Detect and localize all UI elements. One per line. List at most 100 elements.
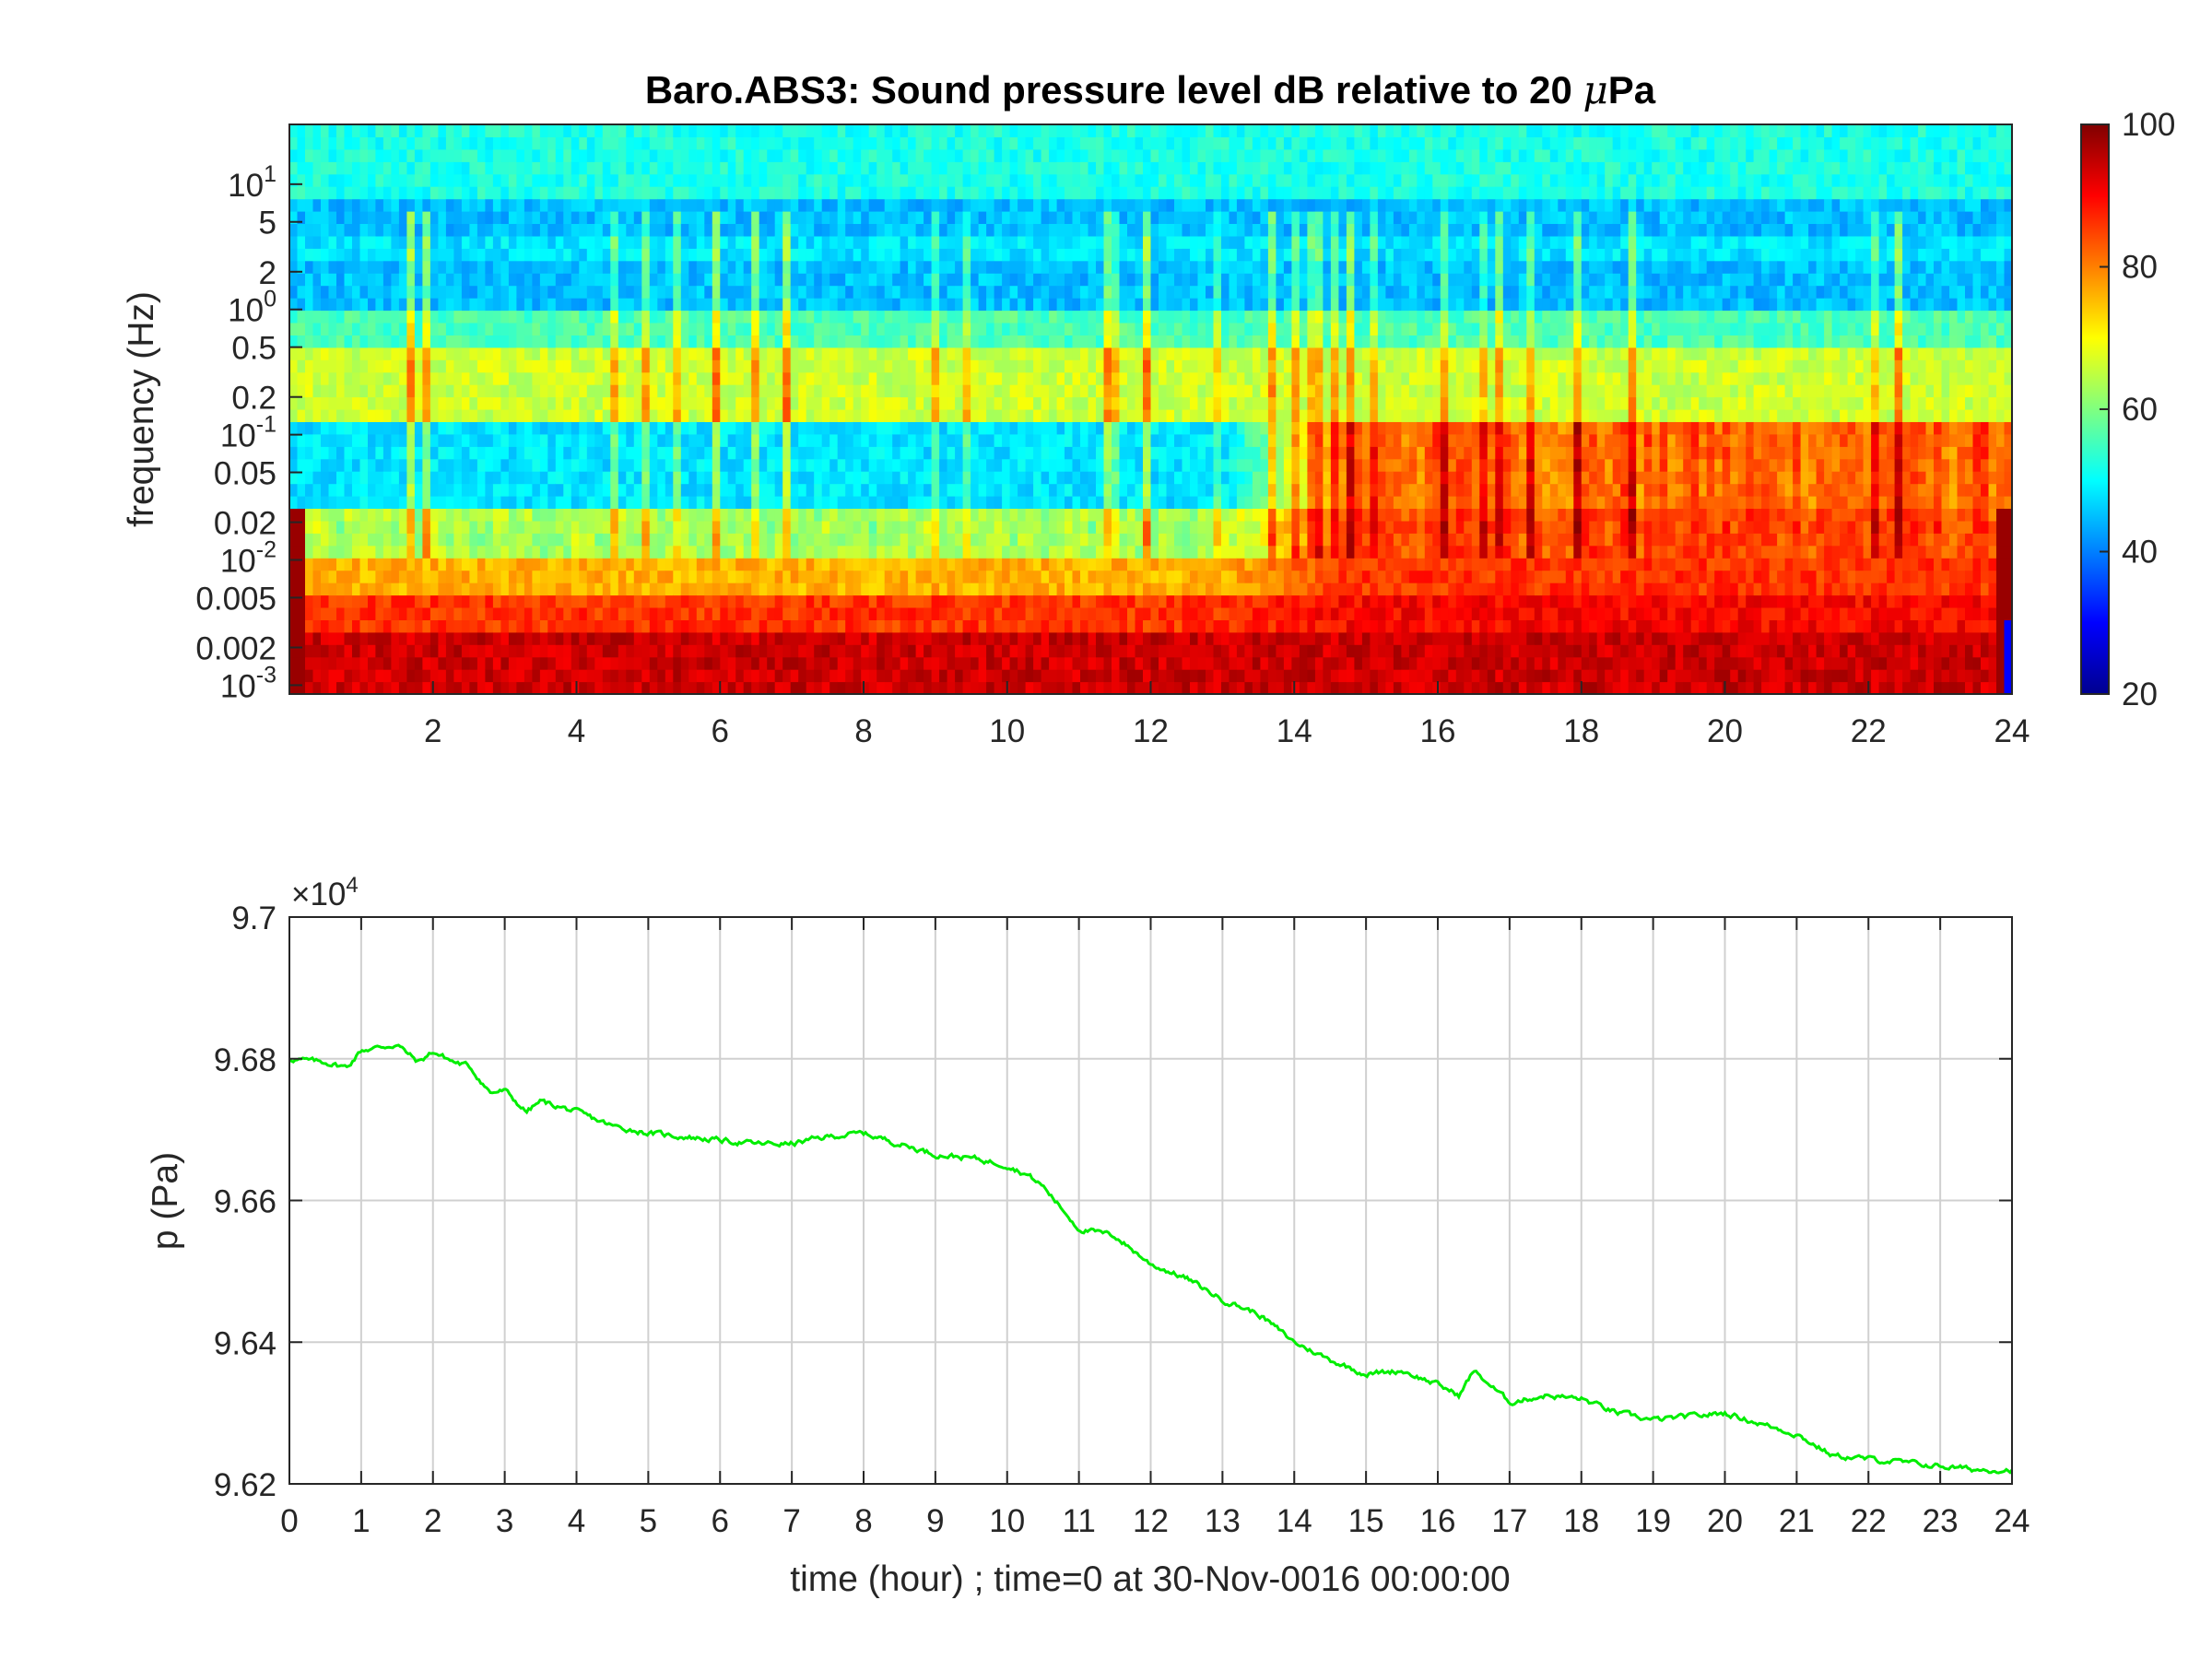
spectrogram-cell xyxy=(884,285,893,299)
spectrogram-cell xyxy=(806,458,815,472)
spectrogram-cell xyxy=(391,582,400,596)
spectrogram-cell xyxy=(814,421,823,435)
spectrogram-cell xyxy=(735,619,745,633)
spectrogram-cell xyxy=(312,558,322,571)
spectrogram-cell xyxy=(1065,669,1074,683)
spectrogram-cell xyxy=(453,285,463,299)
spectrogram-cell xyxy=(368,359,377,373)
spectrogram-cell xyxy=(359,186,369,200)
spectrogram-cell xyxy=(774,446,783,460)
spectrogram-cell xyxy=(727,347,736,360)
spectrogram-cell xyxy=(500,669,510,683)
spectrogram-cell xyxy=(414,359,423,373)
spectrogram-cell xyxy=(516,483,525,497)
spectrogram-cell xyxy=(1033,223,1042,237)
spectrogram-cell xyxy=(1096,496,1105,509)
spectrogram-cell xyxy=(602,359,611,373)
spectrogram-cell xyxy=(305,124,314,137)
spectrogram-cell xyxy=(892,471,901,485)
spectrogram-cell xyxy=(368,335,377,348)
spectrogram-cell xyxy=(312,582,322,596)
spectrogram-cell xyxy=(438,323,447,335)
spectrogram-cell xyxy=(1056,483,1065,497)
spectrogram-cell xyxy=(806,260,815,274)
spectrogram-cell xyxy=(539,260,548,274)
spectrogram-cell xyxy=(414,223,423,237)
spectrogram-cell xyxy=(853,347,862,360)
spectrogram-cell xyxy=(814,223,823,237)
spectrogram-cell xyxy=(406,260,416,274)
spectrogram-cell xyxy=(312,323,322,335)
spectrogram-cell xyxy=(414,323,423,335)
spectrogram-cell xyxy=(877,186,886,200)
spectrogram-cell xyxy=(1018,582,1027,596)
spectrogram-cell xyxy=(735,644,745,658)
spectrogram-cell xyxy=(1025,508,1034,522)
spectrogram-cell xyxy=(971,211,980,224)
spectrogram-cell xyxy=(1080,619,1089,633)
spectrogram-cell xyxy=(892,323,901,335)
spectrogram-cell xyxy=(782,545,792,559)
spectrogram-cell xyxy=(1018,248,1027,262)
spectrogram-cell xyxy=(586,347,595,360)
spectrogram-cell xyxy=(782,607,792,620)
spectrogram-cell xyxy=(657,656,666,670)
spectrogram-cell xyxy=(971,669,980,683)
spectrogram-cell xyxy=(649,656,658,670)
spectrogram-cell xyxy=(962,148,971,162)
spectrogram-cell xyxy=(539,248,548,262)
spectrogram-cell xyxy=(665,533,674,547)
spectrogram-cell xyxy=(790,644,799,658)
spectrogram-cell xyxy=(751,558,760,571)
spectrogram-cell xyxy=(1103,496,1112,509)
spectrogram-cell xyxy=(861,298,870,312)
spectrogram-cell xyxy=(398,371,407,385)
spectrogram-cell xyxy=(524,570,533,583)
spectrogram-cell xyxy=(915,323,924,335)
spectrogram-cell xyxy=(696,396,705,410)
spectrogram-cell xyxy=(571,409,580,422)
spectrogram-cell xyxy=(398,285,407,299)
spectrogram-cell xyxy=(947,483,956,497)
spectrogram-cell xyxy=(445,433,454,447)
spectrogram-cell xyxy=(1103,198,1112,212)
spectrogram-cell xyxy=(1025,594,1034,608)
spectrogram-cell xyxy=(524,594,533,608)
spectrogram-cell xyxy=(1088,421,1097,435)
spectrogram-cell xyxy=(1088,656,1097,670)
spectrogram-cell xyxy=(1080,248,1089,262)
spectrogram-cell xyxy=(344,371,353,385)
spectrogram-cell xyxy=(877,323,886,335)
spectrogram-cell xyxy=(586,558,595,571)
spectrogram-cell xyxy=(1119,347,1128,360)
spectrogram-cell xyxy=(790,520,799,534)
spectrogram-cell xyxy=(673,496,682,509)
spectrogram-cell xyxy=(759,235,768,249)
spectrogram-cell xyxy=(641,508,651,522)
spectrogram-cell xyxy=(649,161,658,175)
spectrogram-cell xyxy=(790,298,799,312)
spectrogram-cell xyxy=(641,594,651,608)
spectrogram-cell xyxy=(516,681,525,694)
spectrogram-cell xyxy=(877,173,886,187)
spectrogram-cell xyxy=(798,235,807,249)
spectrogram-cell xyxy=(312,681,322,694)
spectrogram-cell xyxy=(877,198,886,212)
spectrogram-cell xyxy=(774,260,783,274)
spectrogram-cell xyxy=(492,235,501,249)
spectrogram-cell xyxy=(1072,582,1081,596)
spectrogram-cell xyxy=(571,458,580,472)
spectrogram-cell xyxy=(477,359,486,373)
spectrogram-cell xyxy=(453,186,463,200)
spectrogram-cell xyxy=(398,310,407,324)
spectrogram-cell xyxy=(485,483,494,497)
spectrogram-cell xyxy=(289,310,299,324)
spectrogram-cell xyxy=(1002,446,1011,460)
spectrogram-cell xyxy=(547,396,557,410)
spectrogram-cell xyxy=(986,347,995,360)
spectrogram-cell xyxy=(1088,582,1097,596)
spectrogram-cell xyxy=(774,669,783,683)
spectrogram-cell xyxy=(1056,421,1065,435)
spectrogram-cell xyxy=(994,186,1003,200)
spectrogram-cell xyxy=(673,384,682,398)
